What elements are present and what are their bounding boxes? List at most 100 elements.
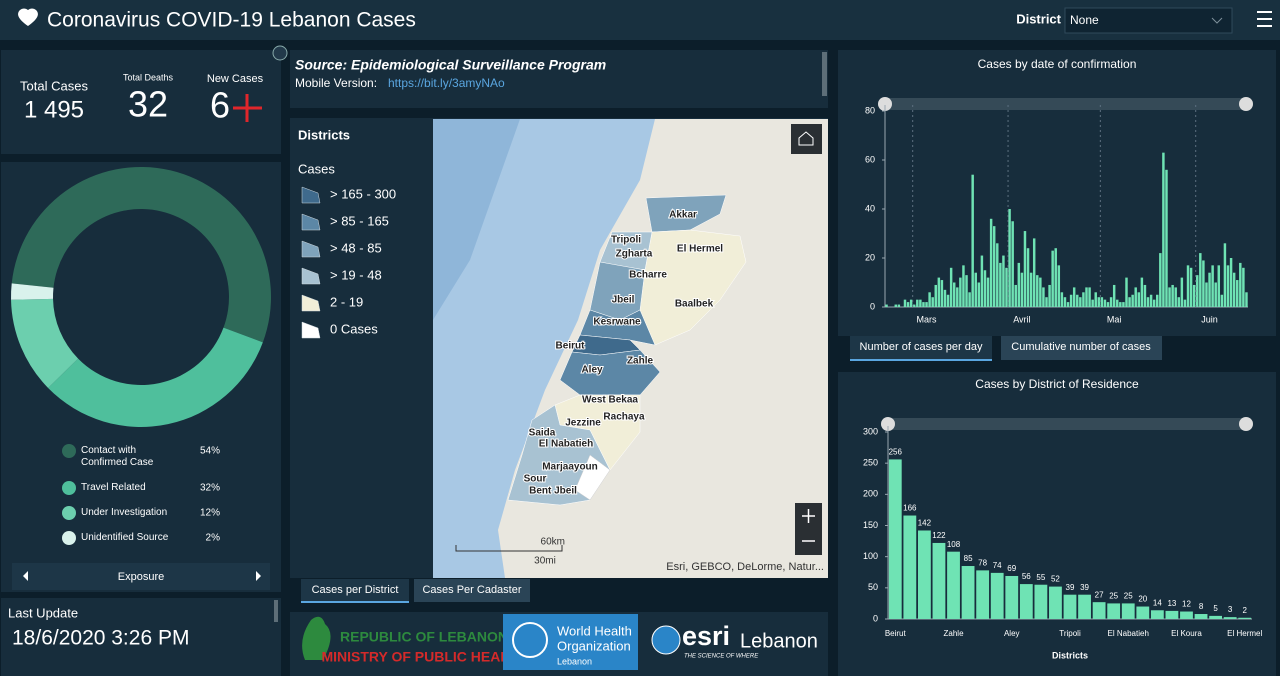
source-title: Source: Epidemiological Surveillance Pro… [295,57,606,73]
donut-segment [10,283,54,300]
bar [1162,152,1165,307]
bar [1066,302,1070,307]
x-tick-label: Zahle [944,629,965,638]
expand-button[interactable] [272,45,288,61]
legend-label: > 165 - 300 [330,186,396,201]
bar [916,299,919,307]
y-tick-label: 60 [865,154,875,164]
bar [1072,287,1076,307]
bar [1069,294,1073,307]
bar [934,284,937,307]
bar [1051,250,1054,307]
y-tick-label: 20 [865,252,875,262]
x-tick-label: Beirut [885,629,907,638]
filter-select[interactable] [1064,7,1233,34]
bar [922,302,925,307]
bar [1112,284,1116,307]
data-label: 39 [1080,583,1089,592]
y-tick-label: 0 [873,613,878,623]
filter-label: District [1016,11,1061,26]
map-label: Tripoli [611,235,641,246]
bar [1208,272,1211,307]
legend-label: > 19 - 48 [330,267,382,282]
mobile-link[interactable]: https://bit.ly/3amyNAo [388,76,505,90]
data-label: 55 [1036,573,1045,582]
bar [1125,277,1128,307]
bar [1134,287,1137,307]
chart-title: Cases by District of Residence [975,377,1139,391]
legend-swatch [301,267,321,285]
chart-tab[interactable] [850,336,992,360]
stat-value: 6 [210,85,230,126]
x-axis-label: Districts [1052,650,1088,660]
map-label: Beirut [556,341,586,352]
scale-mi: 30mi [534,556,556,567]
moph-line2: MINISTRY OF PUBLIC HEALTH [321,649,526,665]
y-tick-label: 150 [863,520,878,530]
data-label: 78 [978,558,987,567]
menu-icon[interactable] [1257,11,1272,27]
map-tab[interactable] [301,579,409,602]
bar [968,292,971,307]
data-label: 25 [1109,592,1118,601]
home-button[interactable] [791,124,822,154]
new-cases-plus [233,94,262,122]
prev-arrow[interactable] [23,571,28,581]
moph-line1: REPUBLIC OF LEBANON [340,629,508,645]
bar [1049,586,1062,619]
y-tick-label: 100 [863,551,878,561]
map-label: Bcharre [629,270,667,281]
bar [1079,297,1082,307]
map-tab[interactable] [414,579,530,602]
esri-tagline: THE SCIENCE OF WHERE [684,654,759,660]
bar [1103,299,1107,307]
mobile-label: Mobile Version: [295,76,377,90]
bar [1229,258,1233,307]
app-icon [18,8,38,26]
slider-handle[interactable] [878,97,892,111]
y-tick-label: 200 [863,489,878,499]
map-label: Zahle [627,356,654,367]
legend-subtitle: Cases [298,161,335,176]
map-label: Jezzine [565,418,601,429]
bar [1008,209,1011,307]
y-tick-label: 80 [865,105,875,115]
legend-title: Districts [298,127,350,142]
bar [1150,610,1164,619]
bar [1085,287,1088,307]
scale-km: 60km [541,537,565,548]
stat-value: 32 [128,84,168,125]
filter-value: None [1070,13,1099,27]
data-label: 52 [1051,575,1060,584]
bar [1183,299,1187,307]
legend-swatch [301,294,321,312]
esri-word: esri [682,621,730,651]
bar [1094,292,1097,307]
bar [996,243,999,307]
legend-label: > 85 - 165 [330,213,389,228]
bar [1005,575,1019,619]
bar [1002,255,1005,307]
who-emblem [512,622,548,658]
bar [1092,602,1106,619]
stat-label: Total Cases [20,78,88,93]
bar [909,299,913,307]
slider-handle[interactable] [1239,97,1253,111]
bar [1152,299,1156,307]
slider-handle[interactable] [1239,417,1253,431]
bar [1186,265,1190,307]
y-tick-label: 300 [863,426,878,436]
next-arrow[interactable] [256,571,261,581]
map-label: Akkar [669,210,697,221]
legend-label: Contact with Confirmed Case [81,445,154,468]
slider-handle[interactable] [881,417,895,431]
bar [1100,297,1104,307]
data-label: 3 [1228,605,1233,614]
donut-segment [48,327,263,427]
chart-title: Cases by date of confirmation [978,57,1137,71]
legend-label: Under Investigation [81,507,168,518]
bar [1220,294,1224,307]
data-label: 85 [964,554,973,563]
chart-tab[interactable] [1001,336,1162,360]
